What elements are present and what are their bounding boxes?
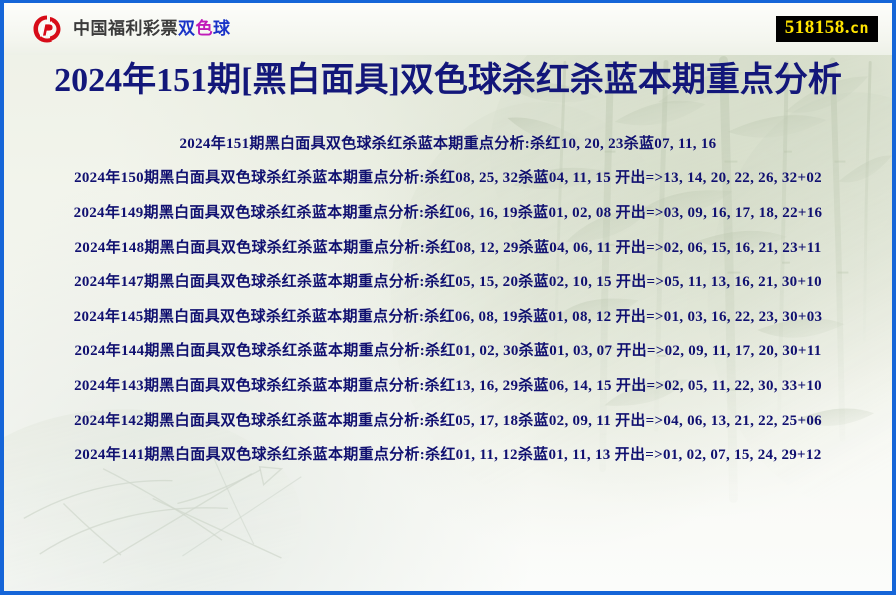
site-domain-tld: cn — [849, 19, 869, 38]
analysis-row: 2024年145期黑白面具双色球杀红杀蓝本期重点分析:杀红06, 08, 19杀… — [4, 298, 892, 333]
analysis-row: 2024年144期黑白面具双色球杀红杀蓝本期重点分析:杀红01, 02, 30杀… — [4, 333, 892, 368]
header-background-strip — [4, 3, 892, 55]
analysis-row-text: 2024年149期黑白面具双色球杀红杀蓝本期重点分析:杀红06, 16, 19杀… — [73, 204, 823, 221]
analysis-row-text: 2024年150期黑白面具双色球杀红杀蓝本期重点分析:杀红08, 25, 32杀… — [74, 170, 822, 187]
bamboo-background-illustration — [4, 3, 892, 591]
analysis-row-list: 2024年151期黑白面具双色球杀红杀蓝本期重点分析:杀红10, 20, 23杀… — [4, 125, 892, 471]
brand-name-qiu: 球 — [213, 18, 231, 39]
analysis-row-text: 2024年141期黑白面具双色球杀红杀蓝本期重点分析:杀红01, 11, 12杀… — [74, 447, 822, 464]
page-title: 2024年151期[黑白面具]双色球杀红杀蓝本期重点分析 — [54, 62, 842, 99]
brand-name: 中国福利彩票双色球 — [73, 18, 231, 39]
analysis-row: 2024年151期黑白面具双色球杀红杀蓝本期重点分析:杀红10, 20, 23杀… — [4, 125, 892, 160]
site-watermark-badge: 518158.cn — [775, 16, 878, 42]
analysis-row-text: 2024年147期黑白面具双色球杀红杀蓝本期重点分析:杀红05, 15, 20杀… — [74, 274, 822, 291]
brand-name-shuang: 双 — [178, 18, 196, 39]
analysis-row-text: 2024年148期黑白面具双色球杀红杀蓝本期重点分析:杀红08, 12, 29杀… — [74, 239, 822, 256]
brand-name-se: 色 — [195, 18, 213, 39]
china-welfare-lottery-logo-icon — [33, 15, 61, 43]
site-domain-main: 518158. — [784, 17, 850, 39]
analysis-row: 2024年150期黑白面具双色球杀红杀蓝本期重点分析:杀红08, 25, 32杀… — [4, 160, 892, 195]
analysis-row: 2024年142期黑白面具双色球杀红杀蓝本期重点分析:杀红05, 17, 18杀… — [4, 402, 892, 437]
analysis-row: 2024年141期黑白面具双色球杀红杀蓝本期重点分析:杀红01, 11, 12杀… — [4, 436, 892, 471]
page-header: 中国福利彩票双色球 518158.cn — [4, 3, 892, 55]
analysis-row: 2024年148期黑白面具双色球杀红杀蓝本期重点分析:杀红08, 12, 29杀… — [4, 229, 892, 264]
brand-name-prefix: 中国福利彩票 — [73, 18, 178, 39]
analysis-row: 2024年143期黑白面具双色球杀红杀蓝本期重点分析:杀红13, 16, 29杀… — [4, 367, 892, 402]
analysis-row-text: 2024年151期黑白面具双色球杀红杀蓝本期重点分析:杀红10, 20, 23杀… — [179, 135, 717, 152]
brand-lockup: 中国福利彩票双色球 — [32, 14, 231, 44]
analysis-row-text: 2024年144期黑白面具双色球杀红杀蓝本期重点分析:杀红01, 02, 30杀… — [74, 343, 822, 360]
analysis-row-text: 2024年142期黑白面具双色球杀红杀蓝本期重点分析:杀红05, 17, 18杀… — [74, 412, 822, 429]
analysis-row-text: 2024年143期黑白面具双色球杀红杀蓝本期重点分析:杀红13, 16, 29杀… — [74, 377, 822, 394]
analysis-row: 2024年147期黑白面具双色球杀红杀蓝本期重点分析:杀红05, 15, 20杀… — [4, 263, 892, 298]
analysis-row-text: 2024年145期黑白面具双色球杀红杀蓝本期重点分析:杀红06, 08, 19杀… — [73, 308, 823, 325]
analysis-row: 2024年149期黑白面具双色球杀红杀蓝本期重点分析:杀红06, 16, 19杀… — [4, 194, 892, 229]
